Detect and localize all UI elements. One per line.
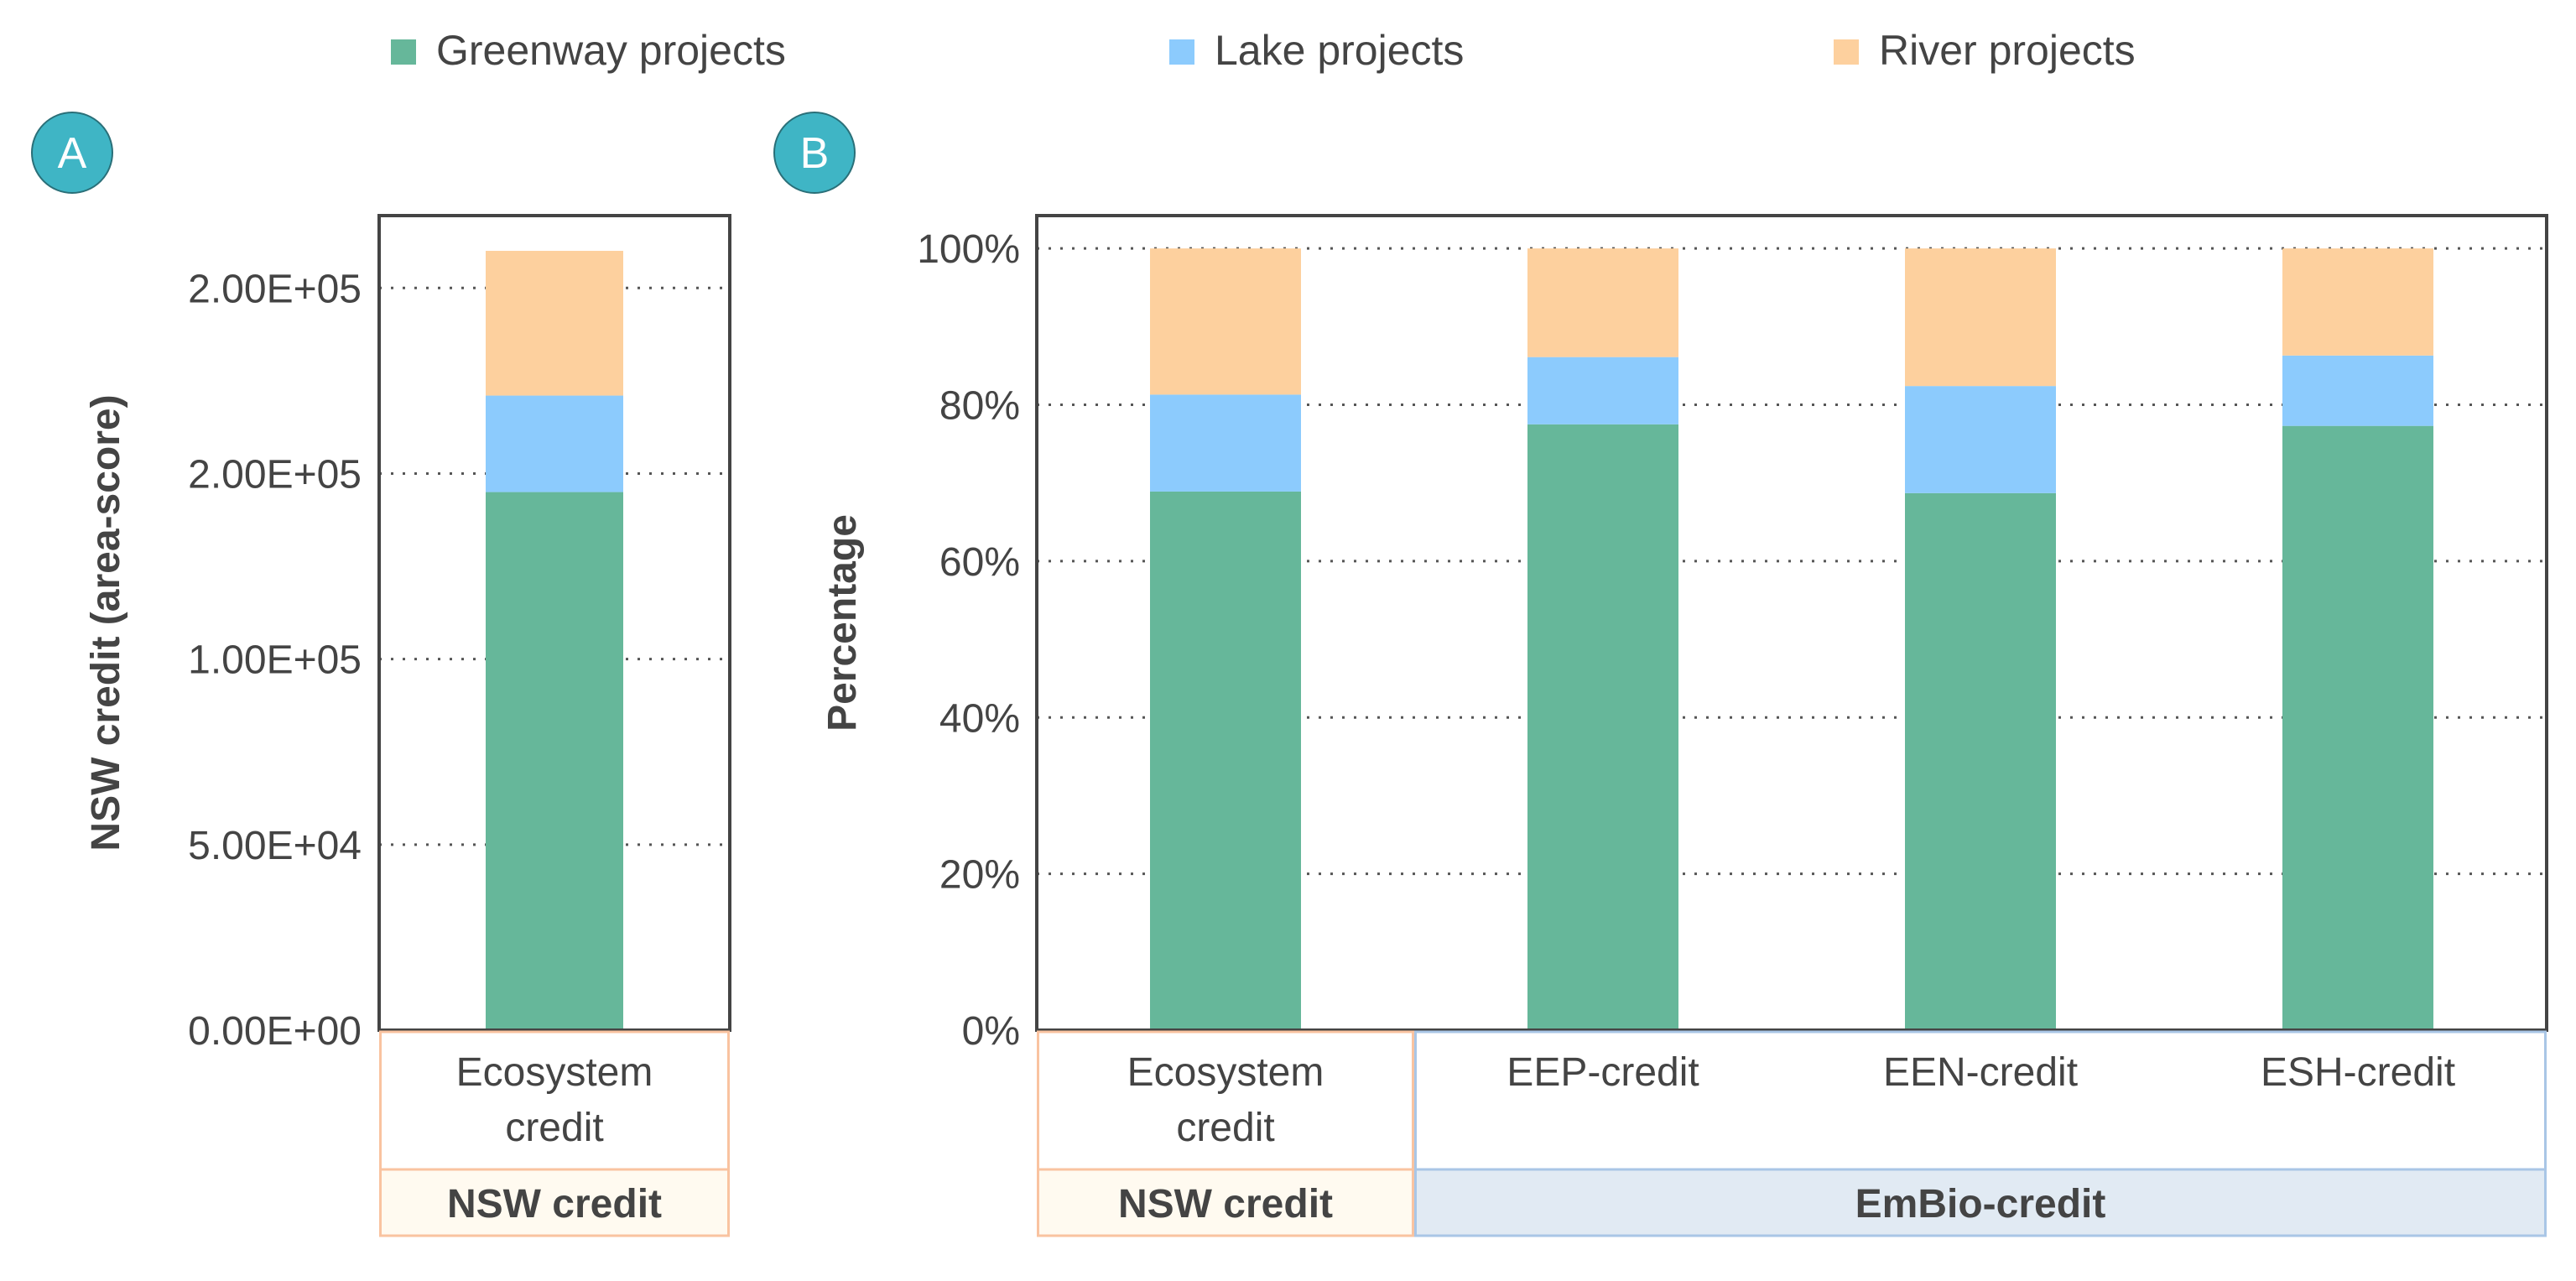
category-group-label: NSW credit (1118, 1182, 1333, 1226)
category-box (379, 1030, 730, 1171)
panel-label-circle (773, 112, 856, 194)
legend-swatch (1834, 39, 1859, 65)
x-tick-label: Ecosystem (456, 1050, 653, 1095)
bar-segment-lake-projects (1905, 386, 2056, 493)
category-group-box (1037, 1168, 1414, 1237)
panel-b: B 0% 20% 40% 60% 80% 100% Percentage NSW credit E… (773, 112, 2548, 1237)
bar-segment-river-projects (1905, 248, 2056, 387)
bar-segment-river-projects (2282, 248, 2433, 356)
category-group-label: NSW credit (447, 1182, 662, 1226)
y-tick-label: 0% (962, 1009, 1020, 1054)
bar-segment-greenway-projects (1150, 491, 1301, 1030)
legend-swatch (391, 39, 416, 65)
bar-segment-lake-projects (486, 395, 623, 492)
category-group-box (379, 1168, 730, 1237)
y-tick-label: 2.00E+05 (188, 267, 362, 311)
y-axis-label: Percentage (820, 514, 865, 732)
y-tick-label: 5.00E+04 (188, 824, 362, 868)
category-group-label: EmBio-credit (1855, 1182, 2106, 1226)
plot-frame (377, 214, 731, 1032)
x-tick-label: ESH-credit (2261, 1050, 2455, 1095)
y-tick-label: 60% (939, 540, 1020, 585)
y-tick-label: 100% (917, 227, 1020, 272)
legend-label: Lake projects (1215, 27, 1464, 74)
bar-segment-lake-projects (2282, 355, 2433, 426)
bar-segment-greenway-projects (486, 492, 623, 1030)
x-tick-label: EEP-credit (1507, 1050, 1699, 1095)
x-tick-label: credit (1176, 1106, 1274, 1150)
y-tick-label: 40% (939, 696, 1020, 741)
bar-segment-greenway-projects (1527, 424, 1678, 1030)
y-tick-label: 0.00E+00 (188, 1009, 362, 1054)
category-group-box (1414, 1168, 2547, 1237)
bar-segment-river-projects (486, 251, 623, 396)
panel-label-circle (31, 112, 113, 194)
bar-segment-lake-projects (1527, 357, 1678, 424)
y-tick-label: 80% (939, 384, 1020, 429)
x-tick-label: credit (505, 1106, 603, 1150)
legend-label: River projects (1879, 27, 2136, 74)
legend-swatch (1169, 39, 1194, 65)
bar-segment-lake-projects (1150, 394, 1301, 492)
bar-segment-river-projects (1527, 248, 1678, 357)
bar-segment-greenway-projects (1905, 492, 2056, 1030)
x-tick-label: EEN-credit (1883, 1050, 2078, 1095)
plot-frame (1035, 214, 2548, 1032)
bar-segment-greenway-projects (2282, 425, 2433, 1030)
legend-label: Greenway projects (436, 27, 786, 74)
panel-label: B (800, 129, 830, 178)
bar-segment-river-projects (1150, 248, 1301, 395)
category-box (1414, 1030, 2547, 1171)
y-tick-label: 2.00E+05 (188, 452, 362, 497)
y-tick-label: 1.00E+05 (188, 638, 362, 683)
panel-label: A (58, 129, 87, 178)
y-tick-label: 20% (939, 853, 1020, 898)
y-axis-label: NSW credit (area-score) (84, 394, 128, 851)
x-tick-label: Ecosystem (1127, 1050, 1324, 1095)
panel-a: A 0.00E+00 5.00E+04 1.00E+05 2.00E+05 2.00E+0… (31, 112, 731, 1237)
legend: Greenway projects Lake projects River proj… (391, 27, 2136, 74)
category-box (1037, 1030, 1414, 1171)
